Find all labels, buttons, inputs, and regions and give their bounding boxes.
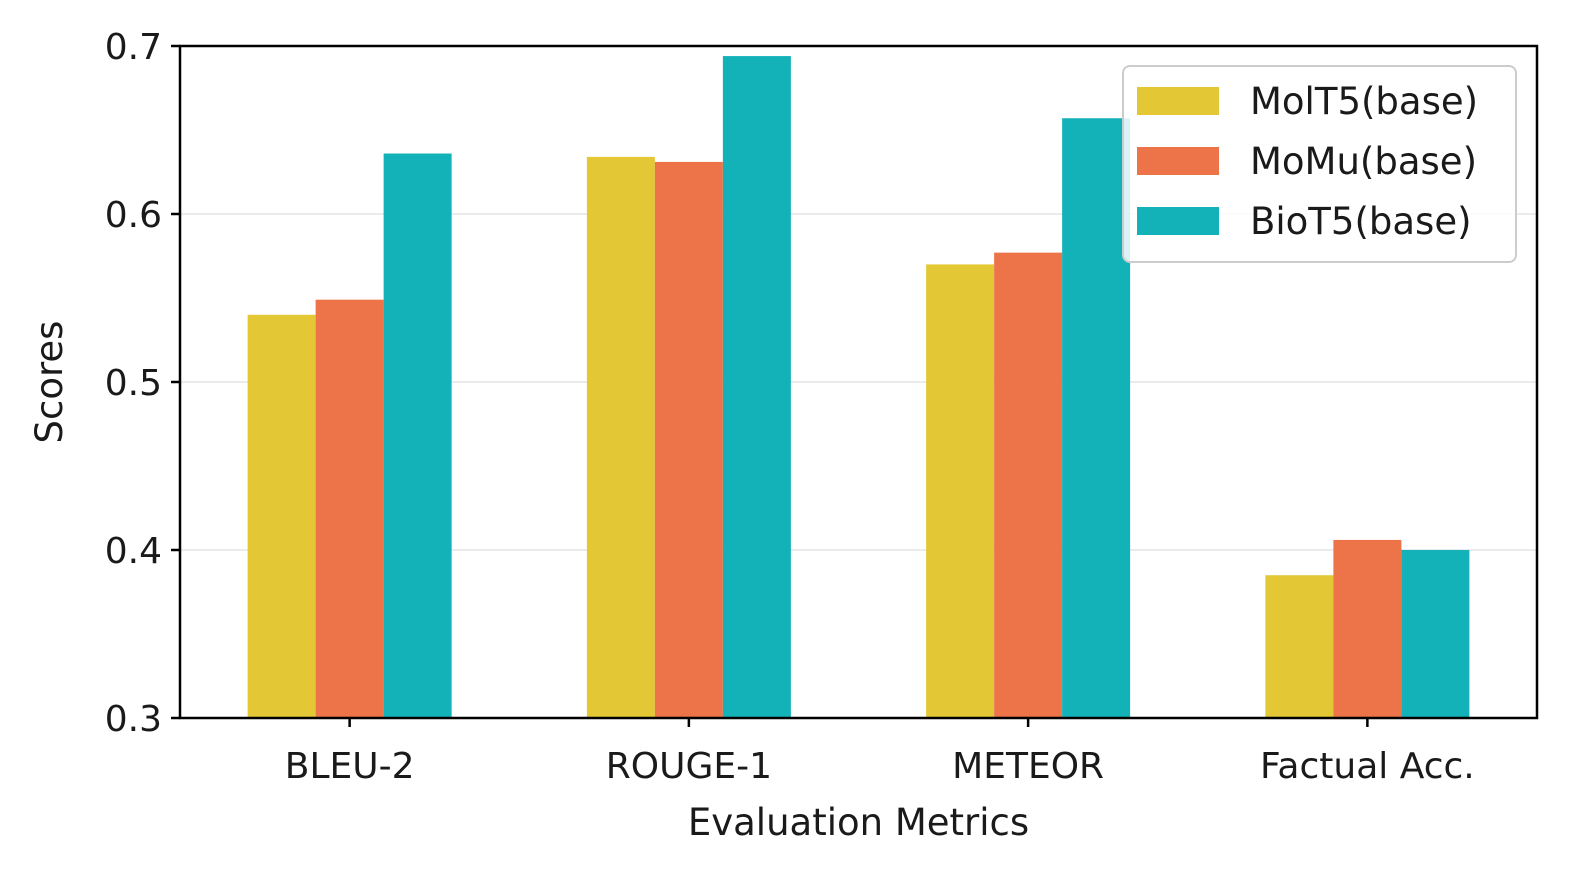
legend-swatch	[1137, 87, 1219, 115]
bar	[247, 314, 316, 718]
y-tick-label: 0.5	[105, 363, 162, 404]
legend-label: MolT5(base)	[1250, 80, 1478, 123]
legend: MolT5(base) MoMu(base) BioT5(base)	[1122, 65, 1517, 263]
bar	[315, 299, 384, 718]
x-axis-label: Evaluation Metrics	[688, 801, 1029, 844]
bar	[1062, 118, 1131, 719]
legend-label: MoMu(base)	[1250, 140, 1477, 183]
x-axis-ticks: BLEU-2 ROUGE-1 METEOR Factual Acc.	[285, 718, 1475, 787]
bar	[586, 156, 655, 718]
x-tick-label: METEOR	[952, 746, 1104, 787]
bar	[654, 161, 723, 719]
y-tick-label: 0.4	[105, 531, 162, 572]
bars	[247, 56, 1470, 719]
y-tick-label: 0.3	[105, 699, 162, 740]
bar	[1265, 575, 1334, 718]
x-tick-label: BLEU-2	[285, 746, 415, 787]
bar	[383, 153, 452, 718]
y-tick-label: 0.7	[105, 27, 162, 68]
bar	[994, 252, 1063, 718]
bar	[1333, 539, 1402, 718]
x-tick-label: Factual Acc.	[1260, 746, 1475, 787]
legend-swatch	[1137, 207, 1219, 235]
y-tick-label: 0.6	[105, 195, 162, 236]
legend-swatch	[1137, 147, 1219, 175]
bar	[722, 56, 791, 718]
legend-label: BioT5(base)	[1250, 200, 1472, 243]
bar	[926, 264, 995, 718]
legend-box	[1122, 65, 1517, 263]
y-axis-ticks: 0.3 0.4 0.5 0.6 0.7	[105, 27, 180, 740]
bar	[1401, 550, 1470, 718]
x-tick-label: ROUGE-1	[606, 746, 772, 787]
y-axis-label: Scores	[28, 321, 71, 444]
